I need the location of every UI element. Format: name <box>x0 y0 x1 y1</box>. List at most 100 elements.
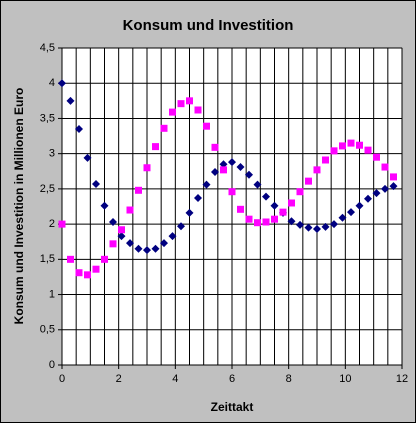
point <box>364 194 372 203</box>
point <box>101 255 108 263</box>
point <box>118 226 125 234</box>
point <box>194 106 202 114</box>
point <box>356 141 363 149</box>
point <box>322 156 329 164</box>
point <box>288 199 295 207</box>
x-tick-label: 2 <box>116 373 122 385</box>
point <box>270 201 279 210</box>
point <box>92 265 100 273</box>
point <box>381 184 389 193</box>
point <box>347 139 355 147</box>
point <box>84 271 91 279</box>
point <box>92 179 100 188</box>
x-axis-title: Zeittakt <box>211 400 254 414</box>
point <box>185 208 194 217</box>
chart-title: Konsum und Investition <box>123 17 294 34</box>
point <box>160 239 168 248</box>
point <box>152 143 159 151</box>
point <box>296 188 304 196</box>
point <box>245 215 253 223</box>
point <box>373 153 380 161</box>
point <box>390 173 397 181</box>
x-tick-label: 6 <box>229 373 235 385</box>
point <box>194 194 202 203</box>
x-tick-label: 8 <box>286 373 292 385</box>
point <box>219 160 228 169</box>
point <box>381 163 389 171</box>
point <box>143 246 151 255</box>
point <box>330 147 338 155</box>
point <box>245 170 253 179</box>
point <box>305 177 312 185</box>
point <box>237 205 244 213</box>
point <box>304 223 313 232</box>
point <box>134 244 143 253</box>
y-tick-label: 1,5 <box>40 253 55 265</box>
y-tick-label: 4 <box>49 77 55 89</box>
point <box>202 180 211 189</box>
point <box>364 146 372 154</box>
point <box>160 124 168 132</box>
point <box>220 166 227 174</box>
point <box>355 201 364 210</box>
y-axis-title: Konsum und Investition in Millionen Euro <box>12 88 26 325</box>
point <box>389 182 398 191</box>
point <box>321 222 330 231</box>
point <box>372 189 381 198</box>
point <box>67 255 74 263</box>
point <box>287 217 296 226</box>
point <box>169 108 176 116</box>
point <box>228 188 236 196</box>
point <box>338 213 347 222</box>
point <box>262 218 270 226</box>
point <box>109 217 117 226</box>
y-tick-label: 3 <box>49 148 55 160</box>
point <box>83 153 92 162</box>
y-tick-label: 2,5 <box>40 183 55 195</box>
y-tick-label: 3,5 <box>40 112 55 124</box>
point <box>135 186 142 194</box>
point <box>143 164 151 172</box>
point <box>126 239 134 248</box>
point <box>117 232 126 241</box>
point <box>339 142 346 150</box>
point <box>254 219 261 227</box>
point <box>100 201 109 210</box>
point <box>151 244 160 253</box>
point <box>253 180 262 189</box>
x-tick-label: 12 <box>396 373 408 385</box>
point <box>58 220 66 228</box>
point <box>228 158 236 167</box>
point <box>347 208 355 217</box>
point <box>271 215 278 223</box>
point <box>75 269 83 277</box>
point <box>168 232 177 241</box>
point <box>203 122 210 130</box>
point <box>236 163 245 172</box>
point <box>186 97 193 105</box>
point <box>211 143 219 151</box>
point <box>58 79 66 88</box>
point <box>177 222 185 231</box>
point <box>262 192 270 201</box>
x-tick-label: 4 <box>172 373 178 385</box>
x-tick-label: 0 <box>59 373 65 385</box>
y-tick-label: 4,5 <box>40 42 55 54</box>
point <box>109 240 117 248</box>
point <box>75 125 83 134</box>
point <box>279 208 287 216</box>
point <box>330 220 338 229</box>
point <box>313 225 321 234</box>
point <box>177 100 185 108</box>
point <box>211 167 219 176</box>
y-tick-label: 0 <box>49 359 55 371</box>
point <box>66 96 75 105</box>
y-tick-label: 0,5 <box>40 324 55 336</box>
point <box>313 166 321 174</box>
point <box>126 206 134 214</box>
point <box>296 220 304 229</box>
y-tick-label: 2 <box>49 218 55 230</box>
x-tick-label: 10 <box>339 373 351 385</box>
y-tick-label: 1 <box>49 288 55 300</box>
